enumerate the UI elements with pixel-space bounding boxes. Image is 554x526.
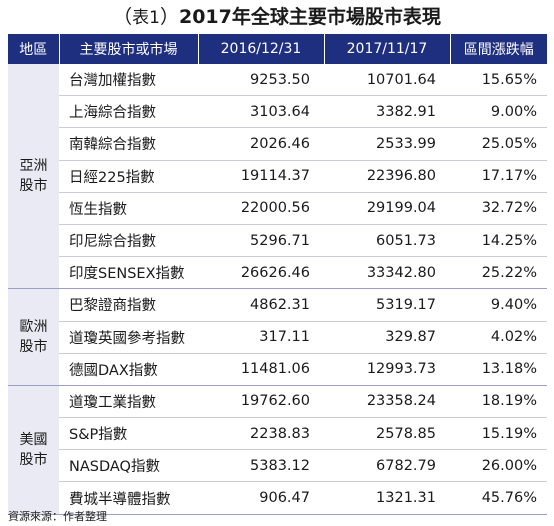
value-2016-cell: 19114.37 — [198, 160, 324, 193]
index-name-cell: 德國DAX指數 — [59, 353, 198, 386]
index-name-cell: 道瓊英國參考指數 — [59, 321, 198, 354]
index-name-cell: 費城半導體指數 — [59, 481, 198, 515]
change-pct-cell: 15.19% — [450, 417, 547, 451]
index-name-cell: 巴黎證商指數 — [59, 288, 198, 322]
value-2016-cell: 22000.56 — [198, 192, 324, 225]
value-2017-cell: 2533.99 — [324, 127, 450, 161]
value-2016-cell: 3103.64 — [198, 95, 324, 129]
value-2016-cell: 2026.46 — [198, 127, 324, 161]
region-label-line2: 股市 — [19, 451, 48, 468]
col-header-region: 地區 — [8, 34, 60, 64]
col-header-2016: 2016/12/31 — [198, 34, 325, 64]
table-row: 上海綜合指數 3103.64 3382.91 9.00% — [8, 95, 547, 129]
col-header-index: 主要股市或市場 — [59, 34, 199, 64]
value-2016-cell: 317.11 — [198, 321, 324, 354]
title-open-paren: （ — [113, 6, 133, 28]
index-name-cell: 台灣加權指數 — [59, 64, 198, 97]
table-row: 道瓊英國參考指數 317.11 329.87 4.02% — [8, 321, 547, 354]
change-pct-cell: 4.02% — [450, 321, 547, 354]
col-header-change: 區間漲跌幅 — [450, 34, 547, 64]
index-name-cell: S&P指數 — [59, 417, 198, 451]
table-row: 美國 股市 道瓊工業指數 19762.60 23358.24 18.19% — [8, 385, 547, 515]
change-pct-cell: 13.18% — [450, 353, 547, 386]
change-pct-cell: 14.25% — [450, 224, 547, 258]
value-2017-cell: 22396.80 — [324, 160, 450, 193]
col-header-2017: 2017/11/17 — [324, 34, 451, 64]
value-2016-cell: 2238.83 — [198, 417, 324, 451]
region-label-line2: 股市 — [19, 178, 48, 195]
value-2016-cell: 5296.71 — [198, 224, 324, 258]
index-name-cell: 印度SENSEX指數 — [59, 256, 198, 290]
region-cell: 歐洲 股市 — [8, 288, 59, 386]
change-pct-cell: 32.72% — [450, 192, 547, 225]
table-row: 印尼綜合指數 5296.71 6051.73 14.25% — [8, 224, 547, 258]
region-label-line1: 亞洲 — [19, 158, 48, 175]
index-name-cell: 南韓綜合指數 — [59, 127, 198, 161]
region-cell: 美國 股市 — [8, 385, 59, 515]
change-pct-cell: 25.22% — [450, 256, 547, 290]
table-row: 費城半導體指數 906.47 1321.31 45.76% — [8, 481, 547, 515]
value-2017-cell: 3382.91 — [324, 95, 450, 129]
value-2017-cell: 6782.79 — [324, 449, 450, 483]
value-2016-cell: 5383.12 — [198, 449, 324, 483]
value-2017-cell: 33342.80 — [324, 256, 450, 290]
region-label-line2: 股市 — [19, 339, 48, 356]
index-name-cell: 印尼綜合指數 — [59, 224, 198, 258]
value-2016-cell: 11481.06 — [198, 353, 324, 386]
table-row: 恆生指數 22000.56 29199.04 32.72% — [8, 192, 547, 225]
value-2017-cell: 23358.24 — [324, 385, 450, 419]
market-performance-table: 地區 主要股市或市場 2016/12/31 2017/11/17 區間漲跌幅 亞… — [8, 34, 547, 515]
table-row: 歐洲股市 巴黎證商指數 4862.31 5319.17 9.40% — [8, 288, 547, 386]
table-row: S&P指數 2238.83 2578.85 15.19% — [8, 417, 547, 451]
table-row: 南韓綜合指數 2026.46 2533.99 25.05% — [8, 127, 547, 161]
change-pct-cell: 17.17% — [450, 160, 547, 193]
index-name-cell: NASDAQ指數 — [59, 449, 198, 483]
value-2017-cell: 12993.73 — [324, 353, 450, 386]
table-row: 日經225指數 19114.37 22396.80 17.17% — [8, 160, 547, 193]
change-pct-cell: 18.19% — [450, 385, 547, 419]
change-pct-cell: 15.65% — [450, 64, 547, 97]
change-pct-cell: 45.76% — [450, 481, 547, 515]
value-2017-cell: 29199.04 — [324, 192, 450, 225]
table-row: 德國DAX指數 11481.06 12993.73 13.18% — [8, 353, 547, 386]
value-2017-cell: 6051.73 — [324, 224, 450, 258]
value-2016-cell: 19762.60 — [198, 385, 324, 419]
table-row: 印度SENSEX指數 26626.46 33342.80 25.22% — [8, 256, 547, 290]
index-name-cell: 日經225指數 — [59, 160, 198, 193]
value-2016-cell: 9253.50 — [198, 64, 324, 97]
table-row: 亞洲 股市 台灣加權指數 9253.50 10701.64 15.65% — [8, 64, 547, 290]
change-pct-cell: 26.00% — [450, 449, 547, 483]
title-tag: 表1 — [132, 8, 160, 28]
table-header-row: 地區 主要股市或市場 2016/12/31 2017/11/17 區間漲跌幅 — [8, 34, 547, 64]
index-name-cell: 上海綜合指數 — [59, 95, 198, 129]
title-close-paren: ） — [159, 6, 179, 28]
value-2016-cell: 26626.46 — [198, 256, 324, 290]
change-pct-cell: 9.40% — [450, 288, 547, 322]
change-pct-cell: 9.00% — [450, 95, 547, 129]
value-2016-cell: 4862.31 — [198, 288, 324, 322]
value-2017-cell: 329.87 — [324, 321, 450, 354]
table-row: NASDAQ指數 5383.12 6782.79 26.00% — [8, 449, 547, 483]
region-label-line1: 歐洲 — [19, 319, 48, 336]
source-note: 資源來源：作者整理 — [8, 510, 107, 523]
title-text: 2017年全球主要市場股市表現 — [178, 6, 441, 28]
value-2017-cell: 10701.64 — [324, 64, 450, 97]
value-2017-cell: 5319.17 — [324, 288, 450, 322]
index-name-cell: 道瓊工業指數 — [59, 385, 198, 419]
index-name-cell: 恆生指數 — [59, 192, 198, 225]
region-label-line1: 美國 — [19, 431, 48, 448]
value-2017-cell: 1321.31 — [324, 481, 450, 515]
table-title: （表1）2017年全球主要市場股市表現 — [0, 0, 554, 34]
region-cell: 亞洲 股市 — [8, 64, 59, 290]
value-2016-cell: 906.47 — [198, 481, 324, 515]
table-body: 亞洲 股市 台灣加權指數 9253.50 10701.64 15.65% 上海綜合指數 310… — [8, 64, 547, 515]
change-pct-cell: 25.05% — [450, 127, 547, 161]
value-2017-cell: 2578.85 — [324, 417, 450, 451]
